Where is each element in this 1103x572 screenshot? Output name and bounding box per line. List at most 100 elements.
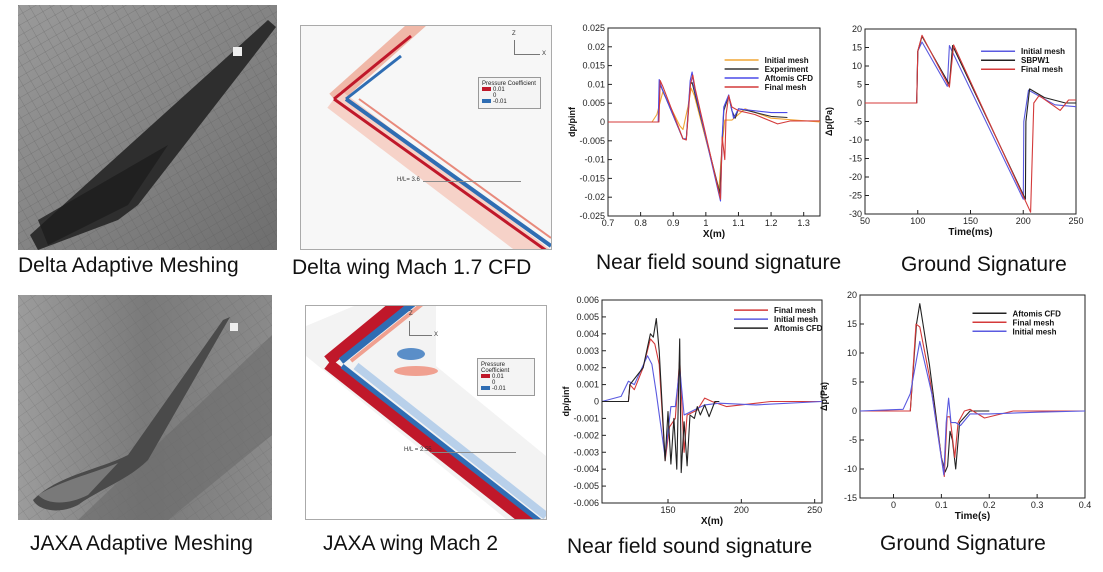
x-tick-label: 1.2 [765,218,778,228]
series-line-initial-mesh [859,340,1086,476]
y-tick-label: 10 [847,348,857,358]
series-line-initial-mesh [601,355,823,458]
series-line-aftomis-cfd [602,318,720,474]
series-line-experiment [608,81,788,194]
caption-delta-near: Near field sound signature [596,251,842,274]
plot-frame [601,299,823,504]
x-tick-label: 0.4 [1079,500,1092,510]
legend-title: Pressure Coefficient [481,362,510,374]
axis-x-label: X [542,51,547,57]
y-tick-label: -10 [844,464,857,474]
y-tick-label: 0.004 [576,329,599,339]
y-tick-label: 0.001 [576,380,599,390]
cfd-legend: Pressure Coefficient 0.01 0 -0.01 [478,77,541,109]
y-tick-label: -15 [844,493,857,503]
legend-label: Final mesh [1021,65,1063,74]
chart-4: 0 0.1 0.2 0.3 0.4 20 15 10 5 0 -5 -10 -15 Time(s) Δp(P… [819,290,1091,522]
legend-level-high: 0.01 [492,374,504,380]
axis-triad-icon: Z [512,31,516,37]
y-tick-label: -0.02 [584,192,605,202]
y-tick-label: -0.015 [579,173,605,183]
series-line-final-mesh [860,323,1085,478]
series-line-sbpw1 [865,35,1076,200]
chart-1: 0.7 0.8 0.9 1 1.1 1.2 1.3 0.025 0.02 0.015 0.01 0.0… [567,23,821,240]
x-tick-label: 100 [910,216,925,226]
y-tick-label: -0.006 [573,498,599,508]
series-line-final-mesh [865,34,1076,213]
delta-mesh-image [18,5,277,250]
x-tick-label: 50 [860,216,870,226]
caption-delta-mesh: Delta Adaptive Meshing [18,254,239,277]
legend-title: Pressure Coefficient [482,81,536,87]
legend-level-high: 0.01 [493,87,505,93]
x-tick-label: 250 [1068,216,1083,226]
y-tick-label: 0.005 [576,312,599,322]
y-tick-label: 5 [852,377,857,387]
y-tick-label: -0.005 [573,481,599,491]
caption-jaxa-mesh: JAXA Adaptive Meshing [30,532,253,555]
x-axis-label: X(m) [701,516,723,527]
y-tick-label: -0.01 [584,155,605,165]
y-tick-label: -0.001 [573,413,599,423]
x-tick-label: 0.1 [935,500,948,510]
legend-label: SBPW1 [1021,56,1050,65]
y-tick-label: 0.025 [582,23,605,33]
y-tick-label: -25 [849,191,862,201]
x-tick-label: 250 [807,505,822,515]
series-line-final-mesh [608,74,820,200]
y-tick-label: -15 [849,154,862,164]
legend-label: Initial mesh [1021,47,1065,56]
y-tick-label: 0 [857,98,862,108]
y-tick-label: 0.015 [582,61,605,71]
y-tick-label: 5 [857,80,862,90]
jaxa-mesh-image [18,295,272,520]
caption-jaxa-cfd: JAXA wing Mach 2 [323,532,499,555]
delta-cfd-image: Z X Pressure Coefficient 0.01 0 -0.01 H/… [300,25,552,250]
y-axis-label: Δp(Pa) [824,107,834,136]
y-tick-label: 0.01 [587,79,605,89]
y-tick-label: 0 [600,117,605,127]
legend-level-low: -0.01 [492,386,506,392]
chart-3: 150 200 250 0.006 0.005 0.004 0.003 0.002 0.001 0… [561,295,823,527]
legend-label: Aftomis CFD [765,74,814,83]
x-tick-label: 1.1 [732,218,745,228]
plot-frame [607,27,821,217]
y-tick-label: 0 [594,397,599,407]
y-axis-label: dp/pinf [567,106,577,137]
x-tick-label: 0.3 [1031,500,1044,510]
axis-x-label: X [434,332,439,338]
y-tick-label: -0.002 [573,430,599,440]
y-tick-label: 0 [852,406,857,416]
axis-z-label: Z [409,311,413,317]
y-tick-label: -20 [849,172,862,182]
legend-level-low: -0.01 [493,99,507,105]
x-tick-label: 1.3 [797,218,810,228]
x-tick-label: 200 [1016,216,1031,226]
legend-label: Aftomis CFD [1013,309,1062,318]
y-tick-label: 15 [847,319,857,329]
axis-lines [514,40,540,55]
x-tick-label: 0 [891,500,896,510]
y-tick-label: 0.02 [587,42,605,52]
legend-level-mid: 0 [493,93,497,99]
hl-label: H/L= 3.6 [397,177,420,183]
y-tick-label: 0.005 [582,98,605,108]
legend-label: Initial mesh [765,56,809,65]
jaxa-cfd-image: Z X Pressure Coefficient 0.01 0 -0.01 H/… [305,305,547,520]
y-tick-label: 15 [852,43,862,53]
legend-label: Experiment [765,65,809,74]
legend-label: Initial mesh [1013,327,1057,336]
x-tick-label: 0.2 [983,500,996,510]
y-tick-label: 20 [852,24,862,34]
axis-z-label: Z [512,31,516,37]
hl-line [423,181,521,182]
caption-delta-cfd: Delta wing Mach 1.7 CFD [292,256,532,279]
legend-level-mid: 0 [492,380,496,386]
hl-line [431,452,516,453]
x-tick-label: 150 [660,505,675,515]
chart-2: 50 100 150 200 25020151050-5-10-15-20-25-30T… [824,24,1084,238]
legend-label: Initial mesh [774,315,818,324]
axis-cube-icon [233,47,242,56]
caption-jaxa-ground: Ground Signature [880,532,1046,555]
axis-lines [409,321,432,336]
